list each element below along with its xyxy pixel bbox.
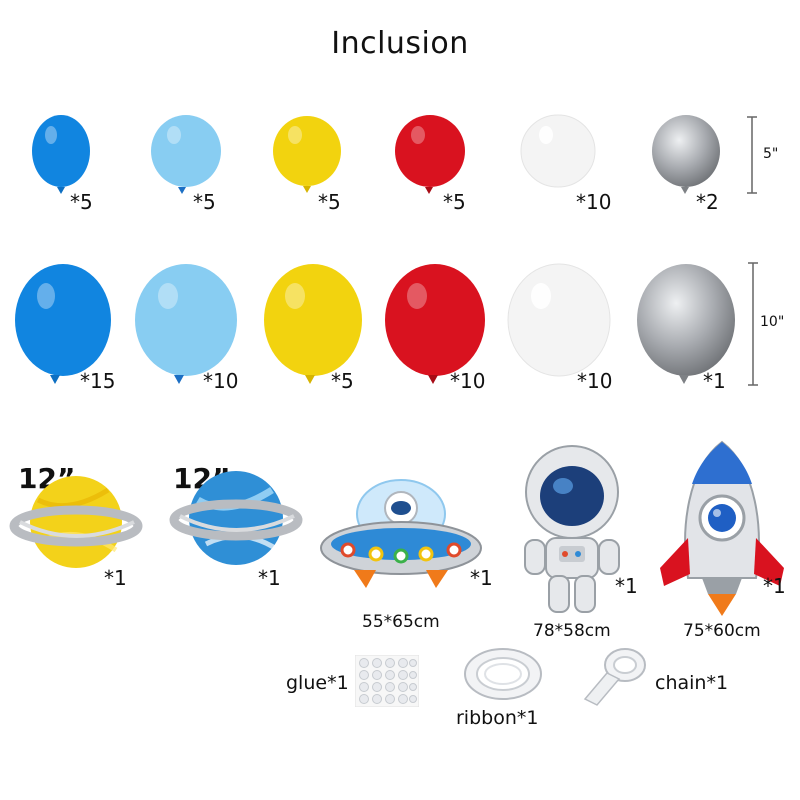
size-marker-10in: [748, 262, 758, 386]
qty-10in-silver: *1: [703, 369, 726, 393]
balloon-chain-icon: [583, 648, 646, 706]
balloon-5in-light-blue: [151, 115, 221, 194]
planet-blue-balloon: [169, 471, 303, 565]
balloon-10in-silver: [637, 264, 735, 384]
dimensions-astronaut: 78*58cm: [533, 621, 611, 641]
size-label-5in: 5": [763, 146, 779, 162]
qty-10in-light-blue: *10: [203, 369, 239, 393]
balloon-5in-yellow: [273, 116, 341, 193]
balloon-5in-white: [520, 114, 596, 188]
ribbon-roll-icon: [464, 648, 542, 700]
qty-10in-red: *10: [450, 369, 486, 393]
ribbon-label: ribbon*1: [456, 707, 539, 729]
qty-ufo: *1: [470, 566, 493, 590]
chain-label: chain*1: [655, 672, 729, 694]
page-title: Inclusion: [331, 26, 469, 61]
glue-label: glue*1: [286, 672, 349, 694]
qty-5in-red: *5: [443, 190, 466, 214]
balloon-10in-yellow: [264, 264, 362, 384]
qty-10in-blue: *15: [80, 369, 116, 393]
dimensions-rocket: 75*60cm: [683, 621, 761, 641]
glue-dots-icon: [355, 655, 419, 707]
planet-yellow-balloon: [9, 476, 143, 568]
qty-5in-white: *10: [576, 190, 612, 214]
qty-blue-planet: *1: [258, 566, 281, 590]
qty-5in-light-blue: *5: [193, 190, 216, 214]
qty-astronaut: *1: [615, 574, 638, 598]
dimensions-ufo: 55*65cm: [362, 612, 440, 632]
balloon-5in-red: [395, 115, 465, 194]
balloon-10in-light-blue: [135, 264, 237, 384]
balloon-10in-red: [385, 264, 485, 384]
qty-10in-yellow: *5: [331, 369, 354, 393]
astronaut-balloon: [524, 445, 620, 613]
balloon-10in-blue: [15, 264, 111, 384]
balloon-5in-silver: [652, 115, 720, 194]
qty-rocket: *1: [763, 574, 786, 598]
balloon-5in-blue: [32, 115, 90, 194]
ufo-balloon: [320, 479, 482, 588]
qty-5in-blue: *5: [70, 190, 93, 214]
qty-5in-silver: *2: [696, 190, 719, 214]
balloon-10in-white: [507, 263, 611, 377]
qty-yellow-planet: *1: [104, 566, 127, 590]
rocket-balloon: [660, 440, 784, 616]
size-label-10in: 10": [760, 314, 785, 330]
qty-5in-yellow: *5: [318, 190, 341, 214]
qty-10in-white: *10: [577, 369, 613, 393]
size-marker-5in: [747, 116, 757, 194]
